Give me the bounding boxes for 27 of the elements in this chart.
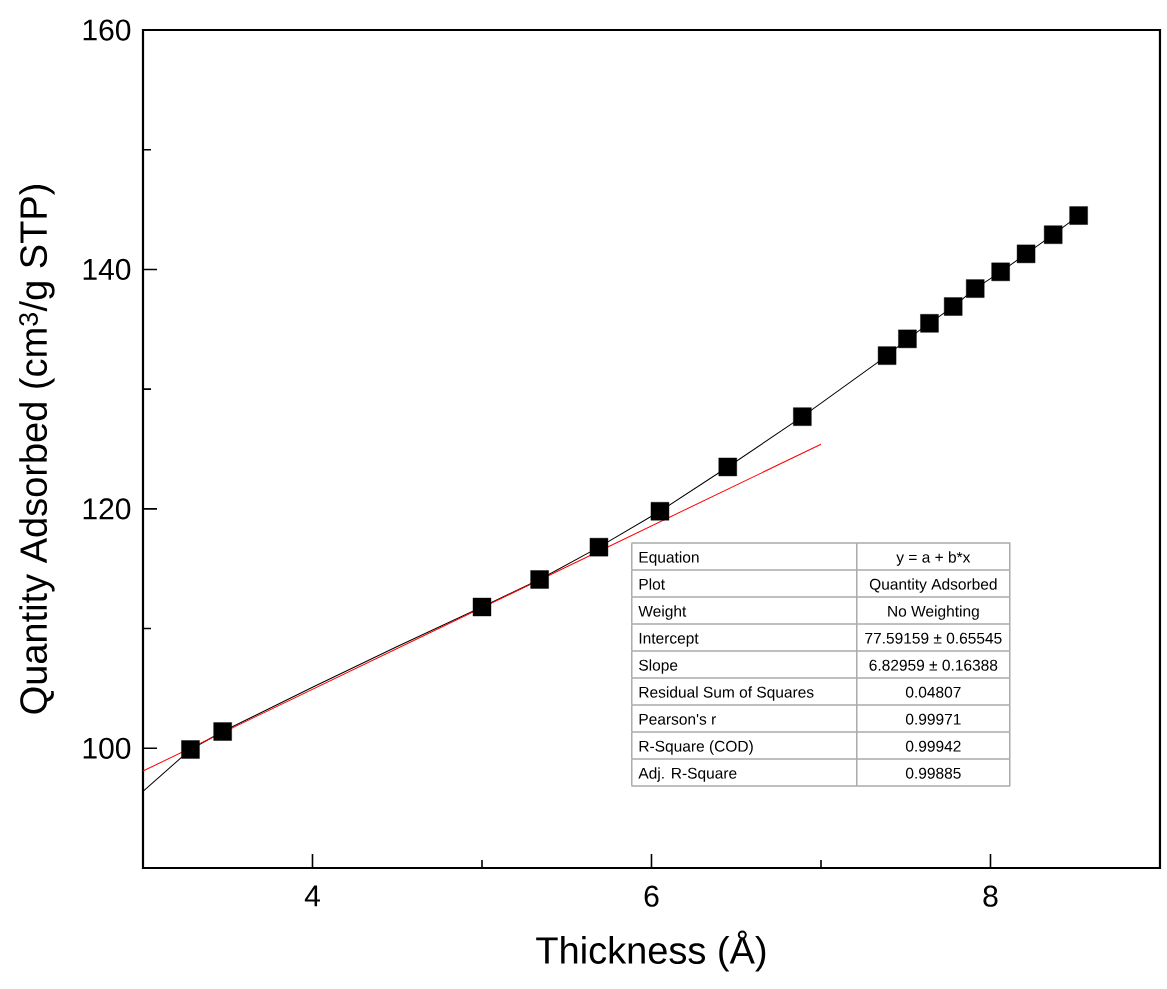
annotation: 0.04807 bbox=[905, 686, 961, 698]
annotation: Residual Sum of Squares bbox=[639, 686, 814, 701]
y-tick-label: 120 bbox=[83, 498, 131, 520]
annotation: 77.59159 ± 0.65545 bbox=[865, 632, 1002, 644]
y-axis-title: Quantity Adsorbed (cm$^{3}$/g STP) bbox=[19, 185, 55, 714]
annotation: 0.99885 bbox=[905, 767, 961, 779]
y-tick-label: 140 bbox=[83, 258, 131, 281]
annotation: Weight bbox=[638, 605, 687, 620]
x-tick-label: 8 bbox=[983, 885, 998, 907]
annotation: Quantity Adsorbed bbox=[869, 578, 997, 593]
annotation: Intercept bbox=[639, 632, 699, 647]
x-axis-title: Thickness (Å) bbox=[536, 930, 766, 972]
annotation: 0.99971 bbox=[905, 713, 961, 725]
annotation: 6.82959 ± 0.16388 bbox=[869, 659, 998, 671]
annotation: Slope bbox=[639, 659, 678, 674]
x-tick-label: 4 bbox=[304, 885, 320, 907]
annotation: Adj. R-Square bbox=[638, 767, 737, 782]
annotation: Pearson's r bbox=[639, 713, 716, 725]
x-tick-label: 6 bbox=[644, 885, 659, 907]
y-tick-label: 160 bbox=[83, 19, 131, 41]
annotation: Plot bbox=[639, 578, 665, 590]
annotation: y = a + b*x bbox=[896, 551, 971, 566]
annotation: No Weighting bbox=[888, 605, 979, 620]
annotation: Equation bbox=[639, 551, 699, 566]
annotation: R-Square (COD) bbox=[639, 740, 753, 755]
y-tick-label: 100 bbox=[83, 737, 131, 759]
annotation: 0.99942 bbox=[905, 740, 961, 752]
